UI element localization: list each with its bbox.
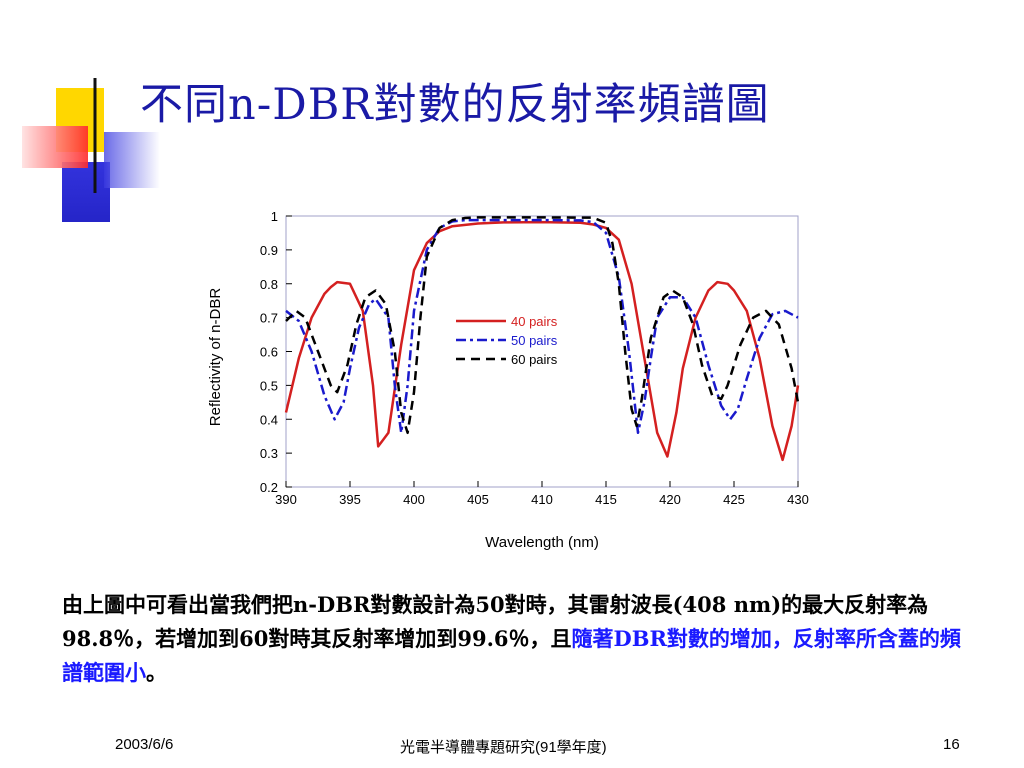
footer-page-number: 16: [943, 736, 960, 753]
series-line-3: [285, 216, 800, 435]
legend-label: 60 pairs: [511, 352, 558, 367]
footer-date: 2003/6/6: [115, 736, 174, 753]
y-tick-label: 0.8: [260, 277, 278, 292]
paragraph-end-text: 。: [146, 660, 167, 685]
y-tick-label: 0.2: [260, 480, 278, 495]
y-tick-label: 0.7: [260, 311, 278, 326]
plot-frame: [285, 215, 799, 488]
y-axis-label: Reflectivity of n-DBR: [207, 288, 224, 427]
series-line-1: [284, 220, 800, 462]
paragraph-main-text: 由上圖中可看出當我們把n-DBR對數設計為50對時，其雷射波長(408 nm)的…: [62, 592, 929, 651]
x-tick-label: 420: [659, 492, 681, 507]
legend-label: 50 pairs: [511, 333, 558, 348]
red-square: [22, 126, 88, 168]
y-tick-label: 0.4: [260, 412, 278, 427]
x-tick-label: 400: [403, 492, 425, 507]
blue-fade-bar: [104, 132, 160, 188]
blue-block: [62, 162, 110, 222]
x-tick-label: 390: [275, 492, 297, 507]
summary-paragraph: 由上圖中可看出當我們把n-DBR對數設計為50對時，其雷射波長(408 nm)的…: [62, 588, 962, 690]
y-tick-label: 1: [271, 209, 278, 224]
series-lines: [284, 216, 800, 462]
x-axis-label: Wavelength (nm): [485, 534, 599, 551]
x-tick-label: 425: [723, 492, 745, 507]
x-tick-label: 430: [787, 492, 809, 507]
slide-title: 不同n-DBR對數的反射率頻譜圖: [140, 80, 770, 130]
x-tick-label: 405: [467, 492, 489, 507]
x-axis-ticks: 390 395 400 405 410 415 420 425 430: [275, 481, 809, 507]
y-axis-ticks: 0.2 0.3 0.4 0.5 0.6 0.7 0.8 0.9 1: [260, 209, 292, 495]
legend-label: 40 pairs: [511, 314, 558, 329]
reflectivity-chart: 0.2 0.3 0.4 0.5 0.6 0.7 0.8 0.9 1 390 395 400 405 41…: [207, 209, 809, 551]
x-tick-label: 410: [531, 492, 553, 507]
paragraph-highlight-text: 隨著DBR對數的增加，反射率所含蓋的頻譜範圍小: [62, 626, 961, 685]
x-tick-label: 395: [339, 492, 361, 507]
y-tick-label: 0.9: [260, 243, 278, 258]
y-tick-label: 0.3: [260, 446, 278, 461]
series-line-2: [285, 218, 799, 435]
footer-course-title: 光電半導體專題研究(91學年度): [400, 739, 607, 756]
x-tick-label: 415: [595, 492, 617, 507]
y-tick-label: 0.5: [260, 378, 278, 393]
legend: 40 pairs 50 pairs 60 pairs: [456, 314, 558, 367]
y-tick-label: 0.6: [260, 345, 278, 360]
decorative-corner-graphic: [22, 78, 1010, 222]
